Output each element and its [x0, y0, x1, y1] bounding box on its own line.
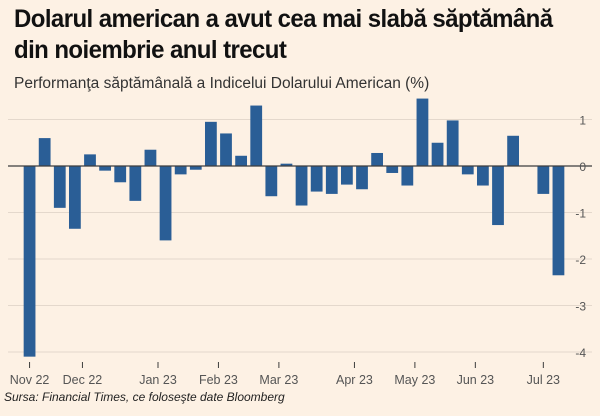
bar: [492, 166, 504, 226]
chart-title: Dolarul american a avut cea mai slabă să…: [14, 5, 553, 64]
bar: [38, 138, 51, 166]
x-tick-label: Jan 23: [139, 373, 177, 387]
bar: [53, 166, 66, 208]
bar: [507, 135, 520, 166]
bar: [114, 166, 127, 183]
bar: [189, 166, 202, 170]
bar: [461, 166, 474, 175]
x-tick-label: May 23: [394, 373, 435, 387]
y-tick-label: -3: [575, 300, 586, 314]
bar: [476, 166, 489, 186]
bar: [416, 98, 429, 166]
bar: [537, 166, 550, 194]
bar: [371, 152, 384, 166]
bar: [99, 166, 112, 171]
x-tick-label: Feb 23: [199, 373, 238, 387]
bars: [23, 98, 565, 357]
x-tick-label: Dec 22: [63, 373, 103, 387]
chart-subtitle: Performanţa săptămânală a Indicelui Dola…: [14, 75, 430, 92]
bar: [129, 166, 142, 201]
bar: [386, 166, 399, 173]
y-tick-label: -1: [575, 207, 586, 221]
bar: [204, 121, 217, 166]
bar: [174, 166, 187, 175]
source-note: Sursa: Financial Times, ce foloseşte dat…: [4, 390, 285, 404]
bar: [84, 154, 96, 166]
bar: [325, 166, 338, 194]
bar: [356, 166, 368, 190]
y-tick-label: -2: [575, 253, 586, 267]
y-tick-label: 0: [579, 160, 586, 174]
x-tick-label: Jun 23: [457, 373, 495, 387]
bar: [250, 105, 263, 166]
x-tick-label: Jul 23: [527, 373, 560, 387]
x-tick-label: Mar 23: [259, 373, 298, 387]
x-tick-label: Apr 23: [336, 373, 373, 387]
bar: [235, 155, 248, 166]
bar: [144, 149, 157, 166]
x-axis-ticks: Nov 22 Dec 22 Jan 23 Feb 23 Mar 23 Apr 23 May …: [10, 362, 560, 387]
bar: [23, 166, 36, 357]
x-tick-label: Nov 22: [10, 373, 50, 387]
bar: [446, 120, 459, 166]
y-axis-ticks: 1 0 -1 -2 -3 -4: [575, 114, 586, 361]
bar: [68, 166, 81, 229]
bar: [295, 166, 308, 206]
y-tick-label: 1: [579, 114, 586, 128]
bar: [280, 163, 293, 166]
bar: [552, 166, 565, 276]
bar: [340, 166, 353, 185]
bar: [310, 166, 323, 192]
bar: [159, 166, 172, 241]
bar: [220, 133, 232, 166]
grid-lines: [8, 119, 592, 353]
y-tick-label: -4: [575, 346, 586, 360]
bar: [431, 142, 444, 166]
bar: [265, 166, 278, 197]
bar: [401, 166, 414, 186]
